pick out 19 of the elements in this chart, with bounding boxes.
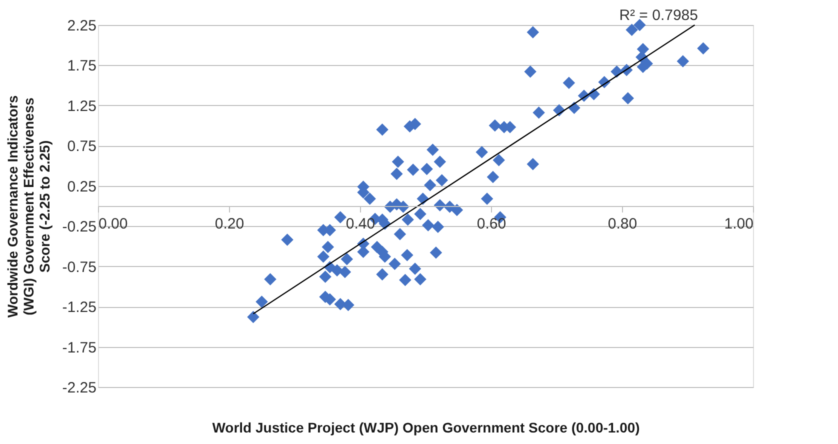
x-tick-label: 0.20 [214, 216, 244, 232]
x-tick-label: 0.60 [476, 216, 506, 232]
y-tick-label: 0.25 [67, 178, 96, 196]
x-tick-label: 1.00 [724, 216, 754, 232]
y-tick-label: -1.25 [62, 299, 96, 316]
x-tick-label: 0.00 [98, 216, 128, 232]
y-tick-label: 1.25 [67, 98, 96, 115]
text: R² = 0.7985 [619, 7, 698, 24]
y-tick-label: -1.75 [62, 339, 96, 356]
y-axis-title: Wordwide Governance Indicators (WGI) Government Effectiveness Score (-2.25 to 2.25) [4, 95, 52, 318]
y-tick-label: -0.25 [62, 218, 96, 236]
y-tick-label: -0.75 [62, 258, 96, 276]
y-tick-label: -2.25 [62, 380, 96, 396]
y-tick-label: 0.75 [67, 138, 96, 156]
x-tick-label: 0.40 [346, 216, 376, 232]
x-tick-label: 0.80 [608, 216, 638, 232]
y-tick-label: 2.25 [67, 18, 96, 34]
y-tick-label: 1.75 [67, 58, 96, 75]
x-axis-title: World Justice Project (WJP) Open Government Score (0.00-1.00) [212, 420, 640, 436]
